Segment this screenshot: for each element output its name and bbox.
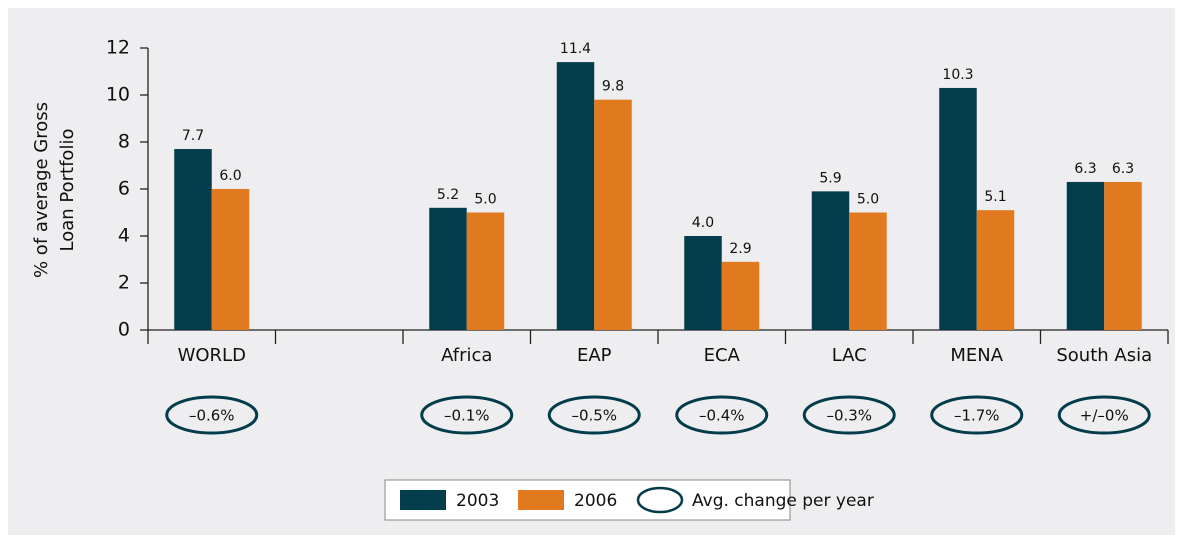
bar [849, 212, 887, 330]
legend-box [384, 479, 791, 521]
change-oval [165, 395, 259, 435]
legend-label: 2006 [574, 491, 617, 511]
change-oval [1057, 395, 1151, 435]
change-label: –0.6% [189, 407, 235, 425]
x-tick-label: ECA [704, 345, 741, 366]
y-axis-label: Loan Portfolio [57, 129, 78, 252]
x-tick-label: EAP [577, 345, 612, 366]
x-tick-label: South Asia [1056, 345, 1152, 366]
legend-label: 2003 [456, 491, 499, 511]
value-label: 4.0 [692, 215, 714, 231]
bar [1066, 181, 1105, 330]
value-label: 7.7 [182, 128, 204, 144]
value-label: 6.3 [1112, 161, 1134, 177]
bar [684, 236, 722, 330]
y-tick-label: 10 [106, 84, 130, 106]
bar [429, 207, 467, 330]
change-label: –0.1% [444, 407, 490, 425]
value-label: 10.3 [942, 67, 973, 83]
legend-oval [636, 486, 684, 514]
value-label: 5.9 [819, 170, 841, 186]
legend-label: Avg. change per year [692, 491, 874, 511]
x-tick-label: Africa [441, 345, 492, 366]
x-tick-label: WORLD [178, 345, 246, 366]
bar [811, 191, 850, 330]
x-tick-label: MENA [950, 345, 1003, 366]
value-label: 6.3 [1074, 161, 1096, 177]
change-oval [675, 395, 769, 435]
y-tick-label: 8 [118, 131, 130, 153]
bar [594, 99, 632, 330]
bar [976, 210, 1015, 330]
change-oval [547, 395, 641, 435]
bar [174, 149, 212, 330]
value-label: 11.4 [560, 41, 591, 57]
value-label: 5.1 [984, 189, 1006, 205]
value-label: 9.8 [602, 79, 624, 95]
y-tick-label: 4 [118, 225, 130, 247]
legend-swatch [400, 490, 446, 510]
value-label: 2.9 [729, 241, 751, 257]
y-tick-label: 12 [106, 37, 130, 59]
bar [939, 87, 977, 330]
y-tick-label: 0 [118, 319, 130, 341]
bar [211, 189, 250, 330]
change-oval [802, 395, 896, 435]
y-tick-label: 2 [118, 272, 130, 294]
value-label: 6.0 [219, 168, 241, 184]
bar [1104, 181, 1142, 330]
change-label: –0.4% [699, 407, 745, 425]
bar [556, 62, 595, 330]
change-label: –0.3% [826, 407, 872, 425]
x-tick-label: LAC [832, 345, 867, 366]
change-label: –1.7% [954, 407, 1000, 425]
change-label: +/–0% [1080, 407, 1129, 425]
legend-swatch [518, 490, 564, 510]
value-label: 5.0 [474, 192, 496, 208]
y-tick-label: 6 [118, 178, 130, 200]
y-axis-label: % of average Gross [31, 102, 52, 278]
value-label: 5.0 [857, 192, 879, 208]
bar [466, 212, 505, 330]
value-label: 5.2 [437, 187, 459, 203]
change-oval [420, 395, 514, 435]
bar [721, 261, 760, 330]
change-label: –0.5% [571, 407, 617, 425]
change-oval [930, 395, 1024, 435]
